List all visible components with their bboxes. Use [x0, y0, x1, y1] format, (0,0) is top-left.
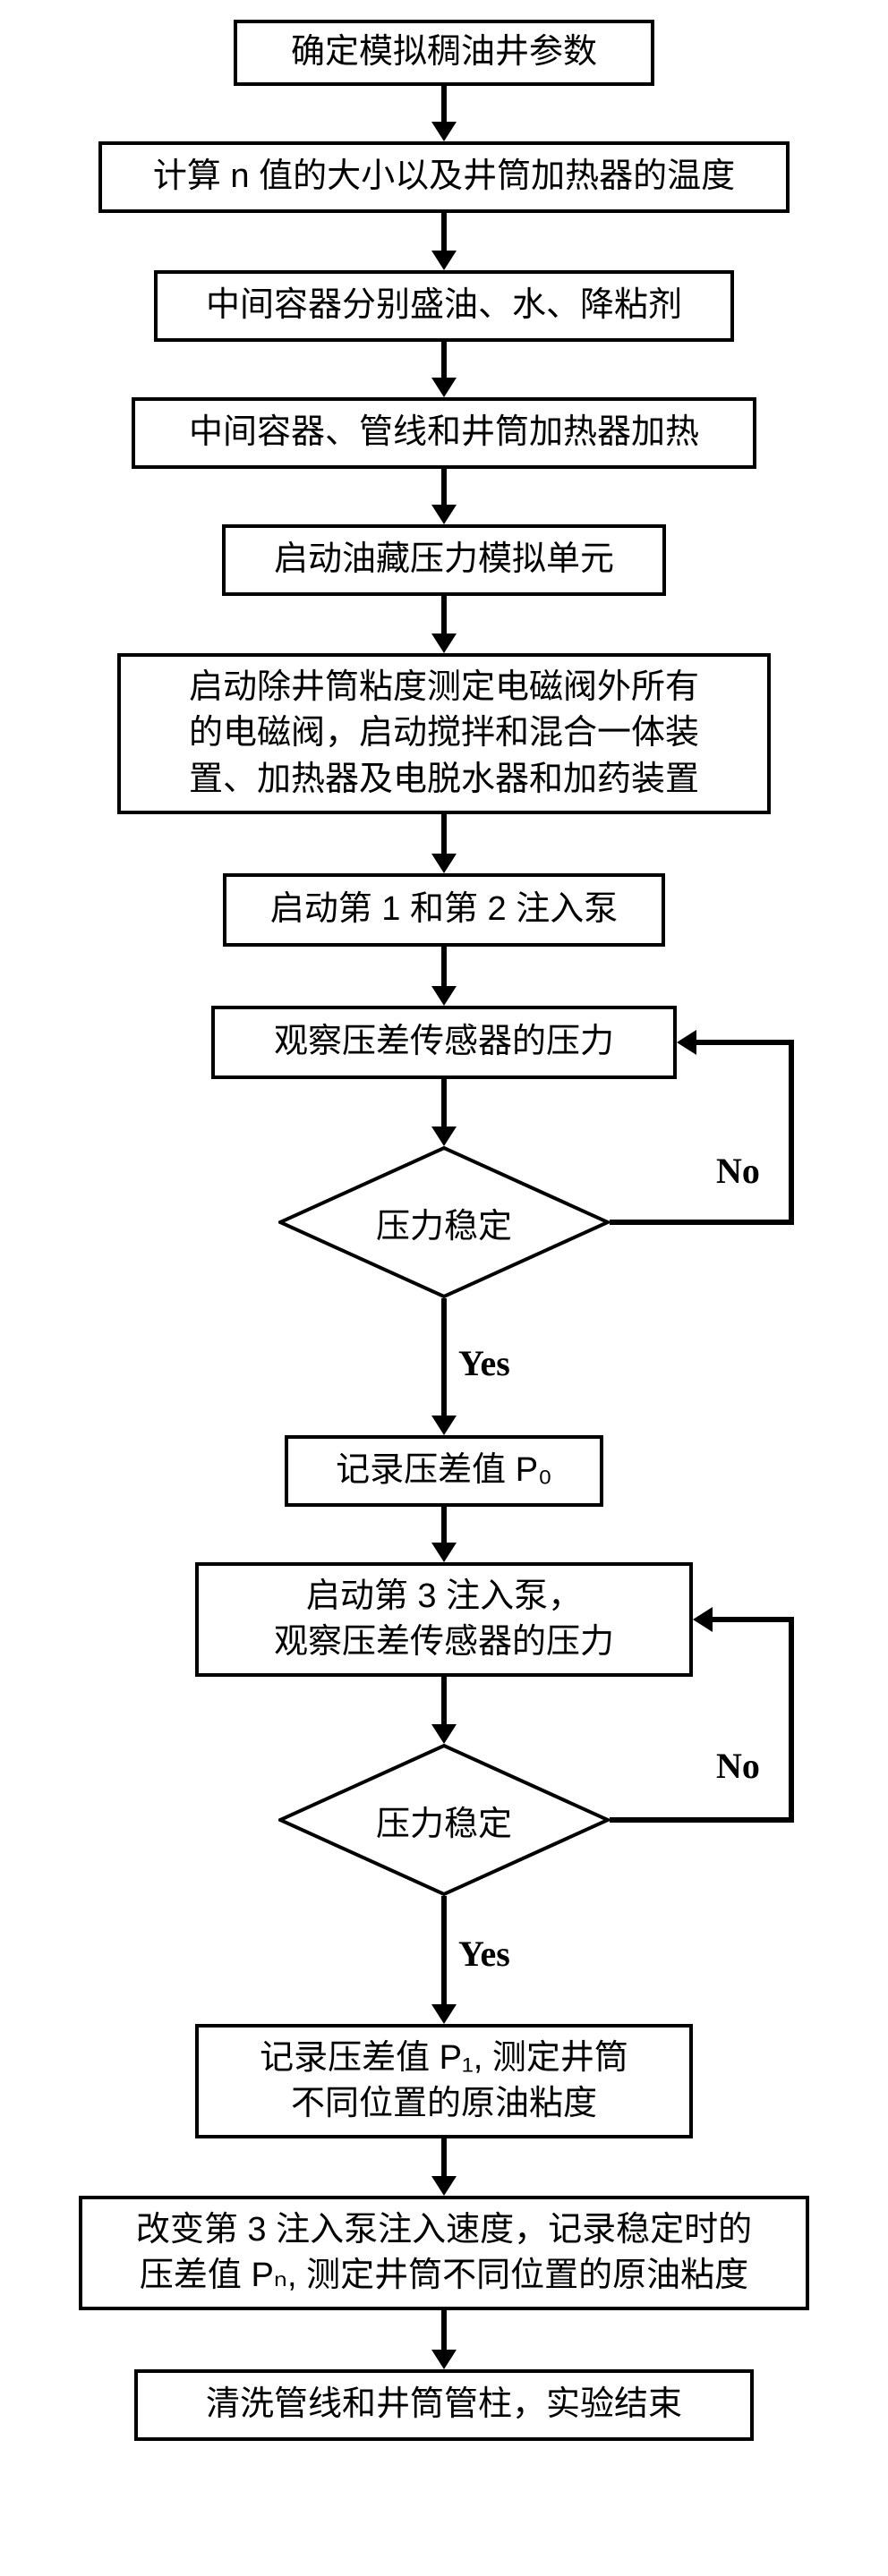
flow-node-text: 启动第 1 和第 2 注入泵 — [270, 887, 619, 932]
flow-node-n7: 启动第 1 和第 2 注入泵 — [223, 873, 665, 947]
flow-node-n3: 中间容器分别盛油、水、降粘剂 — [154, 270, 734, 342]
flow-decision-d1: 压力稳定 — [278, 1146, 610, 1298]
flow-node-text: 记录压差值 P₁, 测定井筒 不同位置的原油粘度 — [260, 2036, 628, 2128]
flow-feedback-arrowhead — [693, 1607, 713, 1632]
flow-node-text: 中间容器、管线和井筒加热器加热 — [189, 410, 699, 455]
flow-node-n5: 启动油藏压力模拟单元 — [222, 524, 666, 596]
flow-arrow-head — [431, 2004, 457, 2024]
flow-arrow-head — [431, 1126, 457, 1146]
flow-node-text: 观察压差传感器的压力 — [274, 1019, 614, 1065]
flow-arrow-line — [441, 1298, 447, 1416]
flow-arrow-line — [441, 814, 447, 854]
flow-node-n1: 确定模拟稠油井参数 — [234, 20, 654, 86]
flow-node-text: 中间容器分别盛油、水、降粘剂 — [206, 283, 682, 328]
flow-decision-text: 压力稳定 — [278, 1744, 610, 1896]
flow-decision-d2: 压力稳定 — [278, 1744, 610, 1896]
flow-arrow-head — [431, 1543, 457, 1562]
flow-arrow-line — [441, 342, 447, 378]
flow-node-n14: 改变第 3 注入泵注入速度，记录稳定时的 压差值 Pₙ, 测定井筒不同位置的原油… — [79, 2196, 809, 2310]
flow-arrow-line — [441, 947, 447, 986]
flow-arrow-head — [431, 251, 457, 270]
flow-feedback-hline2 — [696, 1040, 794, 1045]
flow-node-n10: 记录压差值 P₀ — [285, 1435, 603, 1507]
flow-feedback-hline2 — [713, 1617, 794, 1622]
flow-label-yes1: Yes — [458, 1342, 510, 1384]
flow-node-text: 改变第 3 注入泵注入速度，记录稳定时的 压差值 Pₙ, 测定井筒不同位置的原油… — [136, 2207, 752, 2300]
flow-arrow-line — [441, 2138, 447, 2176]
flow-feedback-hline — [610, 1817, 794, 1823]
flow-arrow-line — [441, 86, 447, 122]
flow-arrow-head — [431, 1724, 457, 1744]
flow-node-n15: 清洗管线和井筒管柱，实验结束 — [134, 2369, 754, 2441]
flow-node-text: 清洗管线和井筒管柱，实验结束 — [206, 2382, 682, 2427]
flow-node-text: 启动油藏压力模拟单元 — [274, 537, 614, 582]
flow-arrow-head — [431, 986, 457, 1006]
flow-feedback-arrowhead — [677, 1030, 696, 1055]
flow-node-text: 确定模拟稠油井参数 — [291, 30, 597, 75]
flow-node-n8: 观察压差传感器的压力 — [211, 1006, 677, 1079]
flow-node-text: 计算 n 值的大小以及井筒加热器的温度 — [153, 154, 735, 200]
flow-label-no1: No — [716, 1150, 760, 1192]
flow-node-n11: 启动第 3 注入泵， 观察压差传感器的压力 — [195, 1562, 693, 1677]
flow-feedback-vline — [789, 1620, 794, 1823]
flow-arrow-head — [431, 2350, 457, 2369]
flow-node-n6: 启动除井筒粘度测定电磁阀外所有 的电磁阀，启动搅拌和混合一体装 置、加热器及电脱… — [117, 653, 771, 814]
flow-decision-text: 压力稳定 — [278, 1146, 610, 1298]
flow-node-n2: 计算 n 值的大小以及井筒加热器的温度 — [98, 141, 790, 213]
flow-arrow-line — [441, 1079, 447, 1126]
flow-node-n13: 记录压差值 P₁, 测定井筒 不同位置的原油粘度 — [195, 2024, 693, 2138]
flow-arrow-line — [441, 213, 447, 251]
flow-label-yes2: Yes — [458, 1933, 510, 1975]
flow-label-no2: No — [716, 1745, 760, 1787]
flow-arrow-head — [431, 633, 457, 653]
flow-arrow-head — [431, 1416, 457, 1435]
flow-arrow-line — [441, 1507, 447, 1543]
flow-arrow-line — [441, 469, 447, 505]
flow-arrow-head — [431, 854, 457, 873]
flow-arrow-line — [441, 1677, 447, 1724]
flowchart-canvas: 确定模拟稠油井参数计算 n 值的大小以及井筒加热器的温度中间容器分别盛油、水、降… — [0, 0, 888, 2576]
flow-arrow-line — [441, 2310, 447, 2350]
flow-node-text: 启动第 3 注入泵， 观察压差传感器的压力 — [274, 1574, 614, 1666]
flow-node-text: 记录压差值 P₀ — [336, 1448, 552, 1493]
flow-arrow-head — [431, 378, 457, 397]
flow-node-text: 启动除井筒粘度测定电磁阀外所有 的电磁阀，启动搅拌和混合一体装 置、加热器及电脱… — [189, 665, 699, 803]
flow-arrow-head — [431, 122, 457, 141]
flow-arrow-head — [431, 505, 457, 524]
flow-arrow-line — [441, 1896, 447, 2004]
flow-feedback-vline — [789, 1042, 794, 1225]
flow-node-n4: 中间容器、管线和井筒加热器加热 — [132, 397, 756, 469]
flow-arrow-line — [441, 596, 447, 633]
flow-feedback-hline — [610, 1220, 794, 1225]
flow-arrow-head — [431, 2176, 457, 2196]
